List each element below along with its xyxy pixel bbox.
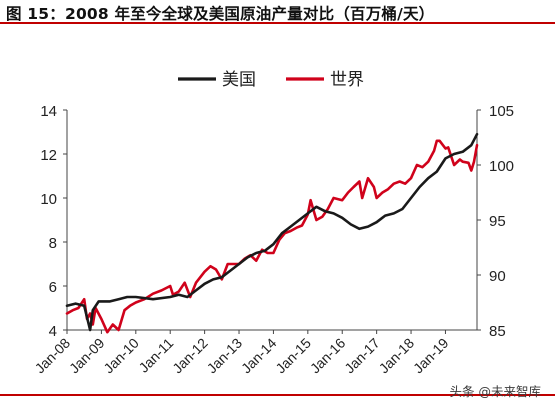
x-tick-label: Jan-19 xyxy=(410,335,452,377)
right-tick-label: 105 xyxy=(489,103,514,120)
legend-us-label: 美国 xyxy=(222,70,256,90)
left-tick-label: 12 xyxy=(40,147,57,164)
watermark: 头条 @未来智库 xyxy=(450,381,541,400)
left-tick-label: 14 xyxy=(40,103,57,120)
series-line-world xyxy=(65,139,479,334)
x-tick-label: Jan-16 xyxy=(307,335,349,377)
right-tick-label: 100 xyxy=(489,158,514,175)
x-tick-label: Jan-18 xyxy=(376,335,418,377)
watermark-text: 头条 @未来智库 xyxy=(449,384,541,399)
left-tick-label: 6 xyxy=(49,279,57,296)
x-tick-label: Jan-09 xyxy=(66,335,108,377)
chart-title: 图 15：2008 年至今全球及美国原油产量对比（百万桶/天） xyxy=(6,5,435,23)
x-tick-label: Jan-14 xyxy=(238,335,280,377)
right-tick-label: 95 xyxy=(489,213,506,230)
x-tick-label: Jan-17 xyxy=(341,335,383,377)
left-tick-label: 4 xyxy=(49,323,57,340)
title-rule xyxy=(0,22,555,24)
x-tick-label: Jan-13 xyxy=(204,335,246,377)
footer-rule xyxy=(0,394,555,396)
x-tick-label: Jan-11 xyxy=(135,335,176,376)
right-tick-label: 85 xyxy=(489,323,506,340)
x-tick-label: Jan-12 xyxy=(169,335,211,377)
series-line-us xyxy=(65,132,479,332)
x-tick-label: Jan-08 xyxy=(32,335,74,377)
x-tick-label: Jan-15 xyxy=(272,335,314,377)
left-tick-label: 10 xyxy=(40,191,57,208)
right-tick-label: 90 xyxy=(489,268,506,285)
x-tick-label: Jan-10 xyxy=(100,335,142,377)
left-tick-label: 8 xyxy=(49,235,57,252)
legend-world-label: 世界 xyxy=(330,70,364,90)
